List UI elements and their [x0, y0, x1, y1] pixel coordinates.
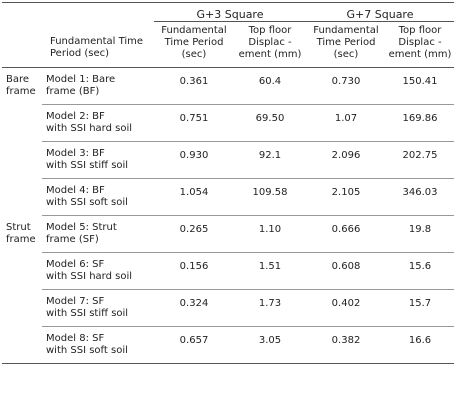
column-header-row: Fundamental Time Period (sec) Fundamenta…: [2, 22, 454, 68]
table-row: Model 3: BF with SSI stiff soil 0.930 92.…: [2, 141, 454, 179]
model-cell: Model 7: SF with SSI stiff soil: [42, 289, 154, 327]
model-cell: Model 1: Bare frame (BF): [42, 67, 154, 105]
category-cell: [2, 179, 42, 216]
model-cell: Model 5: Strut frame (SF): [42, 215, 154, 253]
g3-displacement-header: Top floor Displac -ement (mm): [238, 25, 302, 60]
g7-time-cell: 2.105: [306, 178, 386, 216]
table-row: Model 4: BF with SSI soft soil 1.054 109.…: [2, 178, 454, 216]
table-row: Model 6: SF with SSI hard soil 0.156 1.51…: [2, 252, 454, 290]
results-table: G+3 Square G+7 Square Fundamental Time P…: [2, 2, 454, 364]
table-row: Bare frame Model 1: Bare frame (BF) 0.361…: [2, 67, 454, 105]
table-row: Strut frame Model 5: Strut frame (SF) 0.2…: [2, 215, 454, 253]
g3-displacement-cell: 109.58: [234, 178, 306, 216]
category-cell: [2, 326, 42, 364]
group-g3-header: G+3 Square: [154, 2, 306, 22]
g7-time-cell: 2.096: [306, 141, 386, 179]
g3-time-cell: 1.054: [154, 178, 234, 216]
table-row: Model 7: SF with SSI stiff soil 0.324 1.7…: [2, 289, 454, 327]
model-cell: Model 8: SF with SSI soft soil: [42, 326, 154, 364]
table-row: Model 2: BF with SSI hard soil 0.751 69.5…: [2, 104, 454, 142]
group-header-row: G+3 Square G+7 Square: [2, 2, 454, 22]
g3-displacement-cell: 1.51: [234, 252, 306, 290]
category-cell: [2, 290, 42, 327]
g7-time-header: Fundamental Time Period (sec): [313, 25, 379, 60]
g7-time-cell: 1.07: [306, 104, 386, 142]
g3-time-cell: 0.930: [154, 141, 234, 179]
model-cell: Model 4: BF with SSI soft soil: [42, 178, 154, 216]
g3-time-header: Fundamental Time Period (sec): [161, 25, 227, 60]
g7-time-cell: 0.382: [306, 326, 386, 364]
g3-time-cell: 0.751: [154, 104, 234, 142]
g7-displacement-cell: 15.6: [386, 252, 454, 290]
g7-time-cell: 0.666: [306, 215, 386, 253]
table-row: Model 8: SF with SSI soft soil 0.657 3.05…: [2, 326, 454, 364]
model-cell: Model 2: BF with SSI hard soil: [42, 104, 154, 142]
category-cell: [2, 142, 42, 179]
group-g7-header: G+7 Square: [306, 2, 454, 22]
g7-displacement-cell: 15.7: [386, 289, 454, 327]
g3-time-cell: 0.156: [154, 252, 234, 290]
category-cell: Bare frame: [6, 74, 36, 97]
g7-time-cell: 0.608: [306, 252, 386, 290]
g7-time-cell: 0.730: [306, 67, 386, 105]
g7-displacement-cell: 169.86: [386, 104, 454, 142]
g7-displacement-header: Top floor Displac -ement (mm): [388, 25, 452, 60]
model-cell: Model 6: SF with SSI hard soil: [42, 252, 154, 290]
g3-time-cell: 0.265: [154, 215, 234, 253]
g7-displacement-cell: 346.03: [386, 178, 454, 216]
g3-time-cell: 0.361: [154, 67, 234, 105]
g7-displacement-cell: 202.75: [386, 141, 454, 179]
category-cell: [2, 253, 42, 290]
g3-time-cell: 0.657: [154, 326, 234, 364]
g3-displacement-cell: 1.10: [234, 215, 306, 253]
g3-displacement-cell: 60.4: [234, 67, 306, 105]
model-cell: Model 3: BF with SSI stiff soil: [42, 141, 154, 179]
g3-time-cell: 0.324: [154, 289, 234, 327]
g3-displacement-cell: 92.1: [234, 141, 306, 179]
g3-displacement-cell: 69.50: [234, 104, 306, 142]
g7-displacement-cell: 16.6: [386, 326, 454, 364]
g7-displacement-cell: 19.8: [386, 215, 454, 253]
g7-time-cell: 0.402: [306, 289, 386, 327]
category-cell: Strut frame: [6, 221, 36, 245]
g3-displacement-cell: 1.73: [234, 289, 306, 327]
category-cell: [2, 105, 42, 142]
g3-displacement-cell: 3.05: [234, 326, 306, 364]
g7-displacement-cell: 150.41: [386, 67, 454, 105]
fundamental-time-header: Fundamental Time Period (sec): [50, 35, 144, 59]
